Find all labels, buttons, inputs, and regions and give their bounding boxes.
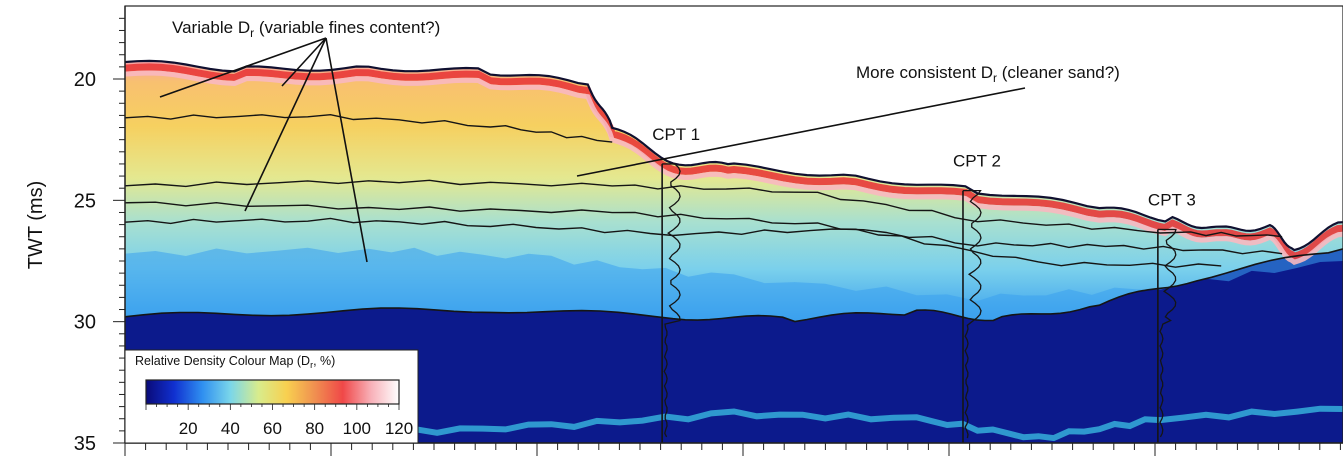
colorbar-ramp [145,379,400,405]
y-tick-label: 30 [74,312,96,334]
seabed-pink-band [125,70,1343,265]
colorbar-legend: Relative Density Colour Map (Dr, %) 20 40… [124,349,419,444]
annotation-consistent-dr: More consistent Dr (cleaner sand?) [856,63,1120,85]
cpt-label-2: CPT 2 [953,152,1001,171]
colorbar-tick-label: 40 [221,419,240,438]
colorbar-title: Relative Density Colour Map (Dr, %) [135,354,335,370]
internal-horizon-1 [125,113,613,143]
cpt-label-1: CPT 1 [652,125,700,144]
y-tick-label: 25 [74,190,96,212]
y-axis-title: TWT (ms) [25,181,47,270]
colorbar-minor-ticks [145,404,400,410]
cpt-trace-1 [662,163,681,438]
cpt-label-3: CPT 3 [1148,190,1196,209]
plot-area [125,6,1343,443]
colorbar-tick-label: 100 [343,419,371,438]
seabed-red-band [125,63,1343,260]
internal-horizon-4 [125,217,1222,268]
y-tick-label: 35 [74,433,96,455]
upper-blue-zone [125,247,1343,322]
seabed-horizon [125,59,1343,252]
colorbar-tick-label: 60 [263,419,282,438]
colorbar-tick-label: 20 [179,419,198,438]
colorbar-tick-labels: 20 40 60 80 100 120 [179,419,413,438]
y-tick-label: 20 [74,69,96,91]
water-column [125,6,1343,251]
cpt-labels: CPT 1 CPT 2 CPT 3 [652,125,1196,210]
internal-horizon-3 [125,201,1283,255]
sand-base-horizon [125,248,1343,323]
x-axis-ticks [124,443,1341,456]
cpt-profiles [661,163,1177,443]
annotation-leaders [159,37,1026,263]
y-axis-ticks: 20 25 30 35 [74,17,125,455]
cpt-trace-2 [962,189,982,439]
annotation-variable-dr: Variable Dr (variable fines content?) [172,18,440,40]
cpt-trace-3 [1157,228,1177,438]
colorbar-tick-label: 80 [305,419,324,438]
internal-horizon-2 [125,179,1283,238]
colorbar-tick-label: 120 [385,419,413,438]
